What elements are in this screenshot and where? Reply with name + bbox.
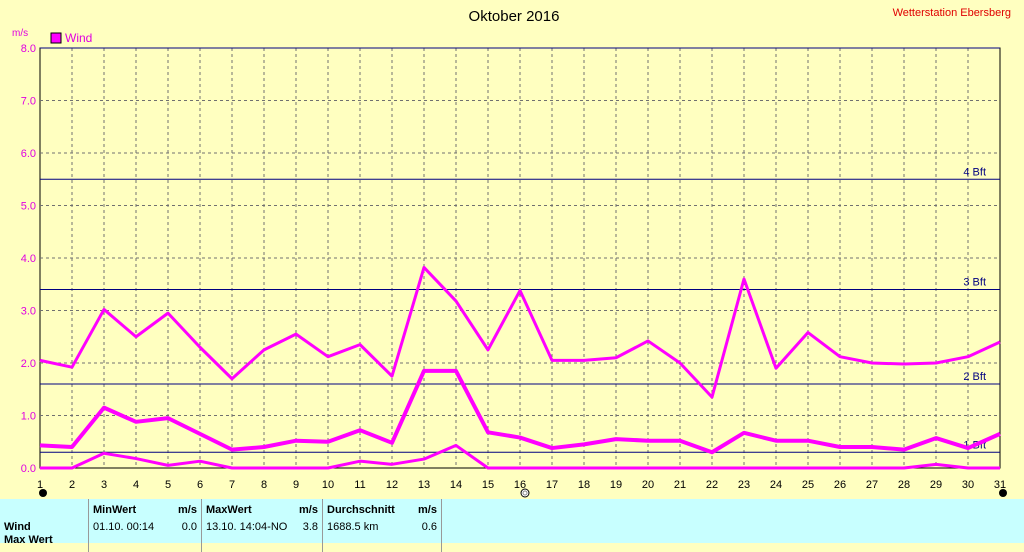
stats-table: MinWert m/s MaxWert m/s Durchschnitt m/s Wi… [0, 499, 442, 552]
stats-header-min: MinWert m/s [88, 499, 202, 518]
beaufort-label: 4 Bft [963, 166, 986, 178]
y-tick-label: 2.0 [21, 358, 36, 370]
y-tick-label: 3.0 [21, 306, 36, 318]
min-value: 0.0 [181, 520, 197, 533]
series-line-mittel [39, 368, 1001, 455]
max-date: 13.10. 14:04 [206, 520, 268, 533]
avg-distance: 1688.5 km [327, 520, 379, 533]
max-cell: 13.10. 14:04-NO 3.8 [201, 518, 323, 535]
x-tick-label: 22 [706, 479, 718, 491]
avg-value: 0.6 [421, 520, 437, 533]
x-tick-label: 10 [322, 479, 334, 491]
min-date: 01.10. 00:14 [93, 520, 155, 533]
series-line-min [40, 443, 1000, 470]
x-tick-label: 24 [770, 479, 782, 491]
min-header-label: MinWert [93, 503, 137, 516]
x-tick-label: 8 [261, 479, 267, 491]
x-tick-label: 23 [738, 479, 750, 491]
stats-corner [0, 499, 89, 518]
x-tick-label: 6 [197, 479, 203, 491]
x-tick-label: 2 [69, 479, 75, 491]
stats-panel: MinWert m/s MaxWert m/s Durchschnitt m/s Wi… [0, 499, 1024, 552]
avg-cell: 1688.5 km 0.6 [322, 518, 442, 535]
x-tick-label: 13 [418, 479, 430, 491]
min-cell: 01.10. 00:14 0.0 [88, 518, 202, 535]
x-tick-label: 20 [642, 479, 654, 491]
full-moon-inner-icon [522, 490, 528, 496]
new-moon-icon [999, 489, 1007, 497]
y-tick-label: 6.0 [21, 148, 36, 160]
x-tick-label: 31 [994, 479, 1006, 491]
beaufort-label: 3 Bft [963, 277, 986, 289]
stats-header-avg: Durchschnitt m/s [322, 499, 442, 518]
x-tick-label: 5 [165, 479, 171, 491]
row2-cell-avg [322, 535, 442, 552]
y-tick-label: 1.0 [21, 411, 36, 423]
x-tick-label: 9 [293, 479, 299, 491]
beaufort-label: 2 Bft [963, 371, 986, 383]
stats-row2-label: Max Wert [0, 535, 89, 552]
x-tick-label: 27 [866, 479, 878, 491]
x-tick-label: 17 [546, 479, 558, 491]
wind-chart: Oktober 2016 Wetterstation Ebersberg m/s… [12, 7, 1011, 498]
y-tick-label: 0.0 [21, 463, 36, 475]
x-tick-label: 12 [386, 479, 398, 491]
station-name: Wetterstation Ebersberg [893, 7, 1011, 19]
row2-cell-max [201, 535, 323, 552]
x-tick-label: 7 [229, 479, 235, 491]
stats-row-label: Wind [0, 518, 89, 535]
x-tick-label: 26 [834, 479, 846, 491]
y-axis-unit: m/s [12, 28, 28, 39]
y-tick-label: 8.0 [21, 43, 36, 55]
y-tick-label: 7.0 [21, 96, 36, 108]
x-tick-label: 3 [101, 479, 107, 491]
x-tick-label: 16 [514, 479, 526, 491]
max-header-label: MaxWert [206, 503, 252, 516]
max-direction: NO [270, 520, 288, 533]
min-unit-label: m/s [178, 503, 197, 516]
row2-cell-min [88, 535, 202, 552]
avg-header-label: Durchschnitt [327, 503, 395, 516]
stats-header-max: MaxWert m/s [201, 499, 323, 518]
x-tick-label: 30 [962, 479, 974, 491]
legend-label: Wind [65, 31, 92, 45]
x-tick-label: 18 [578, 479, 590, 491]
x-tick-label: 14 [450, 479, 462, 491]
avg-unit-label: m/s [418, 503, 437, 516]
x-tick-label: 1 [37, 479, 43, 491]
x-tick-label: 25 [802, 479, 814, 491]
max-value: 3.8 [302, 520, 318, 533]
x-tick-label: 11 [354, 479, 365, 491]
new-moon-icon [39, 489, 47, 497]
y-tick-label: 5.0 [21, 201, 36, 213]
legend-swatch [50, 32, 62, 44]
plot-area: 0.01.02.03.04.05.06.07.08.01 2 3 4 5 6 7 8 9 10 11… [21, 43, 1007, 498]
chart-title: Oktober 2016 [469, 8, 560, 25]
x-tick-label: 28 [898, 479, 910, 491]
x-tick-label: 29 [930, 479, 942, 491]
x-tick-label: 19 [610, 479, 622, 491]
y-tick-label: 4.0 [21, 253, 36, 265]
x-tick-label: 21 [674, 479, 686, 491]
series-line-max [39, 265, 1001, 399]
x-tick-label: 4 [133, 479, 139, 491]
x-tick-label: 15 [482, 479, 494, 491]
full-moon-icon [520, 488, 530, 498]
max-unit-label: m/s [299, 503, 318, 516]
